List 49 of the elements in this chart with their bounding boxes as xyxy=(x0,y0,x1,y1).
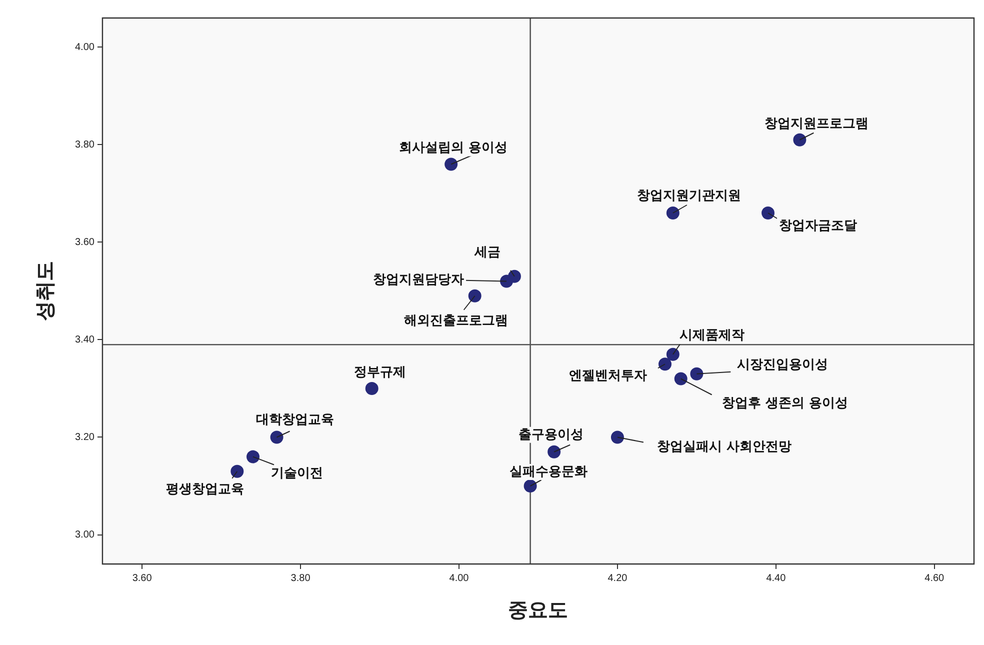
y-tick-label: 3.80 xyxy=(74,140,95,150)
annotation: 엔젤벤처투자 xyxy=(569,368,647,384)
y-tick-label: 3.60 xyxy=(74,237,95,248)
point xyxy=(610,430,624,444)
point xyxy=(793,133,806,146)
x-tick-label: 4.40 xyxy=(766,572,786,584)
point xyxy=(524,480,537,492)
point xyxy=(365,382,378,395)
annotation: 해외진출프로그램 xyxy=(404,313,508,328)
x-tick-label: 4.00 xyxy=(449,572,470,584)
y-tick-label: 3.40 xyxy=(74,334,95,346)
y-tick-label: 4.00 xyxy=(74,42,95,53)
y-axis-title: 성취도 xyxy=(34,261,57,321)
annotation: 창업지원기관지원 xyxy=(636,188,741,204)
point xyxy=(762,206,774,220)
y-tick-label: 3.20 xyxy=(74,432,95,443)
point xyxy=(246,450,260,464)
annotation: 기술이전 xyxy=(271,466,323,482)
point xyxy=(230,464,244,478)
point xyxy=(468,289,482,302)
x-tick-label: 4.60 xyxy=(924,572,945,584)
point xyxy=(548,445,561,458)
point xyxy=(658,358,672,371)
annotation: 창업실패시 사회안전망 xyxy=(657,440,792,455)
x-tick-label: 4.20 xyxy=(608,572,628,584)
annotation: 세금 xyxy=(473,244,500,260)
x-axis-title: 중요도 xyxy=(508,600,568,622)
point xyxy=(500,274,514,288)
annotation: 창업후 생존의 용이성 xyxy=(722,396,848,412)
point xyxy=(666,348,680,361)
annotation: 회사설립의 용이성 xyxy=(398,140,508,156)
annotation: 창업지원프로그램 xyxy=(764,116,869,132)
annotation: 시제품제작 xyxy=(679,328,744,343)
annotation: 평생창업교육 xyxy=(166,482,244,497)
annotation: 시장진입용이성 xyxy=(737,357,828,372)
x-tick-label: 3.80 xyxy=(290,572,311,584)
annotation: 실패수용문화 xyxy=(509,464,588,480)
point xyxy=(270,430,284,444)
point xyxy=(674,372,688,386)
annotation: 창업자금조달 xyxy=(779,218,857,234)
annotation: 창업지원담당자 xyxy=(373,272,464,288)
annotation: 정부규제 xyxy=(354,364,406,380)
point xyxy=(666,206,680,220)
annotation: 출구용이성 xyxy=(518,427,584,442)
y-tick-label: 3.00 xyxy=(74,530,95,540)
x-tick-label: 3.60 xyxy=(132,572,152,584)
point xyxy=(444,158,458,171)
annotation: 대학창업교육 xyxy=(256,412,334,428)
point xyxy=(690,367,704,380)
